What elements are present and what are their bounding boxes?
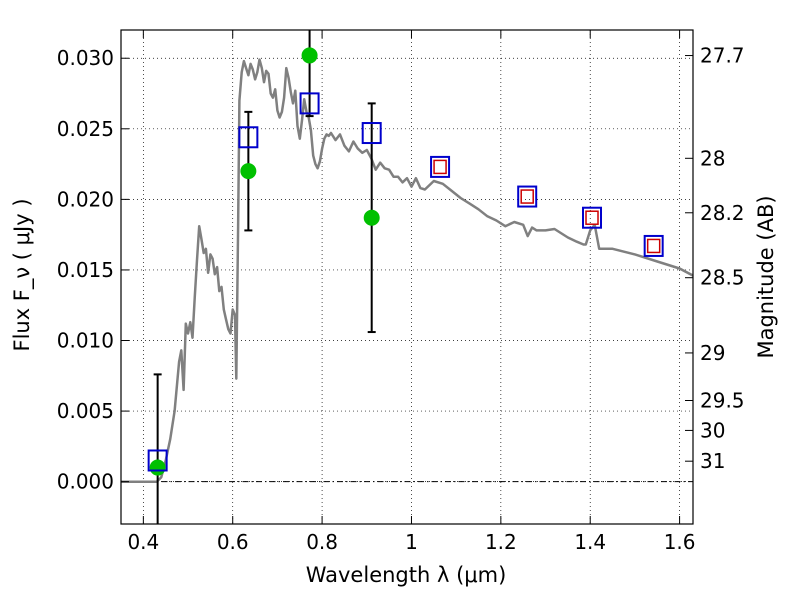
grid xyxy=(121,30,693,524)
right-tick-label: 27.7 xyxy=(700,44,745,68)
x-tick-label: 1.6 xyxy=(664,530,696,554)
observed-point xyxy=(240,163,257,180)
y-tick-labels: 0.000 0.005 0.010 0.015 0.020 0.025 0.030 xyxy=(57,46,114,493)
axis-ticks xyxy=(121,30,693,524)
model-point-box xyxy=(238,126,259,149)
y-tick-label: 0.030 xyxy=(57,46,114,70)
observed-points xyxy=(149,47,380,476)
y-tick-label: 0.005 xyxy=(57,399,114,423)
plot-area xyxy=(121,30,693,524)
model-point-inner-box xyxy=(646,238,661,254)
observed-point xyxy=(363,209,380,226)
model-point-box xyxy=(299,92,320,115)
model-point-inner-box xyxy=(433,159,447,175)
y-axis-title: Flux F_ν ( μJy ) xyxy=(10,198,35,351)
x-tick-label: 1 xyxy=(405,530,418,554)
model-point-box xyxy=(643,234,664,257)
model-point-box xyxy=(582,206,603,229)
y-tick-label: 0.010 xyxy=(57,329,114,353)
model-point-box xyxy=(147,449,168,472)
right-tick-labels: 27.7 28 28.2 28.5 29 29.5 30 31 xyxy=(700,44,745,474)
x-tick-label: 1.4 xyxy=(574,530,606,554)
y-tick-label: 0.025 xyxy=(57,117,114,141)
x-tick-label: 0.6 xyxy=(217,530,249,554)
right-tick-label: 29 xyxy=(700,341,725,365)
observed-point xyxy=(149,459,166,476)
x-tick-label: 0.8 xyxy=(306,530,338,554)
right-tick-label: 28.5 xyxy=(700,266,745,290)
x-tick-label: 0.4 xyxy=(127,530,159,554)
right-tick-label: 28 xyxy=(700,146,725,170)
model-points xyxy=(147,92,664,472)
observed-point xyxy=(301,47,318,64)
x-tick-label: 1.2 xyxy=(485,530,517,554)
right-tick-label: 28.2 xyxy=(700,201,745,225)
template-sed-line xyxy=(121,58,693,483)
model-point-box xyxy=(361,122,382,145)
y-tick-label: 0.000 xyxy=(57,470,114,494)
model-point-inner-box xyxy=(520,189,534,204)
x-axis-title: Wavelength λ (μm) xyxy=(306,563,507,587)
model-point-box xyxy=(430,155,451,178)
right-axis-title: Magnitude (AB) xyxy=(754,195,778,358)
y-tick-label: 0.015 xyxy=(57,258,114,282)
plot-frame xyxy=(120,29,694,525)
model-point-box xyxy=(517,185,538,208)
model-point-inner-box xyxy=(585,210,599,225)
right-tick-label: 30 xyxy=(700,418,725,442)
right-tick-label: 31 xyxy=(700,449,725,473)
x-tick-labels: 0.4 0.6 0.8 1 1.2 1.4 1.6 xyxy=(127,530,695,554)
y-tick-label: 0.020 xyxy=(57,187,114,211)
right-tick-label: 29.5 xyxy=(700,389,745,413)
